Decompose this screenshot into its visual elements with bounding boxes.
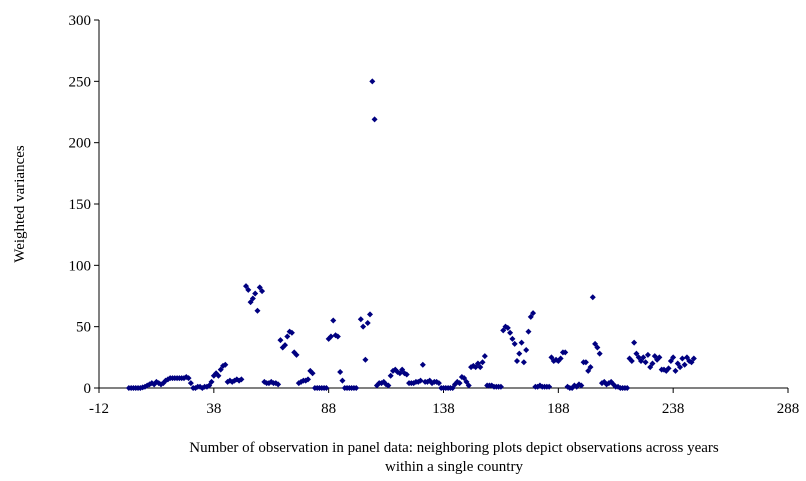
y-tick-label: 250 bbox=[69, 74, 92, 90]
data-point bbox=[365, 320, 371, 326]
data-point bbox=[679, 356, 685, 362]
y-tick-label: 50 bbox=[76, 320, 91, 336]
data-point bbox=[597, 351, 603, 357]
data-point bbox=[330, 318, 336, 324]
x-tick-label: -12 bbox=[89, 401, 109, 417]
x-axis-ticks: -12 38 88 138 188 238 288 bbox=[89, 388, 799, 417]
y-tick-label: 300 bbox=[69, 13, 92, 29]
x-axis-label-line1: Number of observation in panel data: nei… bbox=[189, 440, 719, 456]
data-point bbox=[362, 357, 368, 363]
data-point bbox=[631, 340, 637, 346]
data-point bbox=[188, 380, 194, 386]
data-point bbox=[252, 291, 258, 297]
y-tick-label: 100 bbox=[69, 258, 92, 274]
data-point bbox=[369, 78, 375, 84]
data-point bbox=[420, 362, 426, 368]
data-point bbox=[514, 358, 520, 364]
x-tick-label: 138 bbox=[432, 401, 455, 417]
y-tick-label: 0 bbox=[84, 381, 92, 397]
data-point bbox=[672, 368, 678, 374]
x-axis-label-line2: within a single country bbox=[385, 459, 523, 475]
data-point bbox=[509, 336, 515, 342]
data-point bbox=[254, 308, 260, 314]
data-point bbox=[521, 359, 527, 365]
data-point bbox=[523, 347, 529, 353]
data-point bbox=[284, 333, 290, 339]
data-point bbox=[482, 353, 488, 359]
data-point bbox=[512, 341, 518, 347]
data-point bbox=[339, 378, 345, 384]
y-axis-ticks: 0 50 100 150 200 250 300 bbox=[69, 13, 100, 397]
data-point bbox=[337, 369, 343, 375]
data-point bbox=[480, 359, 486, 365]
y-tick-label: 150 bbox=[69, 197, 92, 213]
y-axis-label: Weighted variances bbox=[12, 145, 28, 263]
data-point bbox=[507, 330, 513, 336]
data-point bbox=[516, 351, 522, 357]
data-point bbox=[358, 316, 364, 322]
data-point bbox=[277, 337, 283, 343]
data-point bbox=[525, 329, 531, 335]
y-tick-label: 200 bbox=[69, 136, 92, 152]
x-tick-label: 238 bbox=[662, 401, 685, 417]
data-point bbox=[360, 324, 366, 330]
x-tick-label: 88 bbox=[321, 401, 336, 417]
data-point bbox=[388, 373, 394, 379]
x-tick-label: 188 bbox=[547, 401, 570, 417]
x-tick-label: 288 bbox=[777, 401, 800, 417]
plot-area: 0 50 100 150 200 250 300 -12 38 88 138 188 238 288 bbox=[69, 13, 800, 417]
data-point bbox=[367, 311, 373, 317]
data-point bbox=[590, 294, 596, 300]
data-point bbox=[519, 340, 525, 346]
data-point bbox=[372, 116, 378, 122]
data-point bbox=[643, 359, 649, 365]
data-points bbox=[126, 78, 697, 391]
x-tick-label: 38 bbox=[206, 401, 221, 417]
